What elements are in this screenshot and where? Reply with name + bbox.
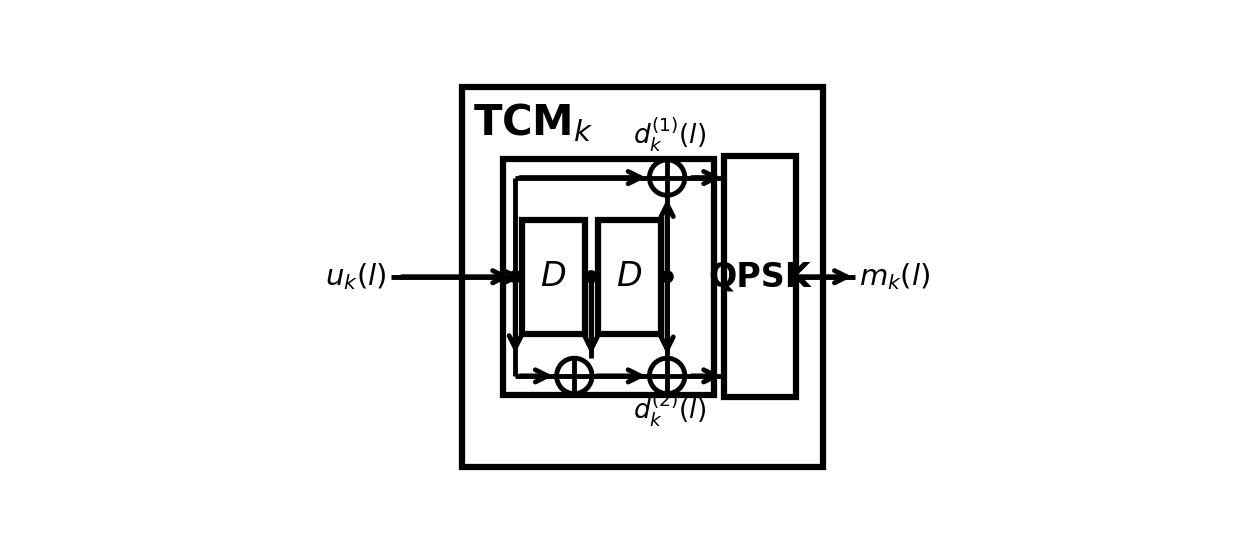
Circle shape [661, 271, 673, 283]
Bar [463, 87, 823, 467]
Text: $D$: $D$ [616, 260, 642, 293]
Bar [598, 220, 661, 334]
Bar [502, 158, 713, 395]
Text: $m_k(l)$: $m_k(l)$ [859, 261, 930, 292]
Circle shape [557, 358, 591, 393]
Circle shape [650, 160, 684, 195]
Circle shape [585, 271, 598, 283]
Text: $u_k(l)$: $u_k(l)$ [325, 261, 387, 292]
Circle shape [510, 271, 521, 283]
Text: $d_k^{(1)}(l)$: $d_k^{(1)}(l)$ [632, 116, 706, 155]
Bar [724, 157, 796, 397]
Text: TCM$_k$: TCM$_k$ [472, 101, 594, 145]
Circle shape [650, 358, 684, 393]
Text: $d_k^{(2)}(l)$: $d_k^{(2)}(l)$ [632, 391, 706, 429]
Bar [522, 220, 585, 334]
Text: $D$: $D$ [541, 260, 567, 293]
Text: QPSK: QPSK [709, 260, 811, 293]
